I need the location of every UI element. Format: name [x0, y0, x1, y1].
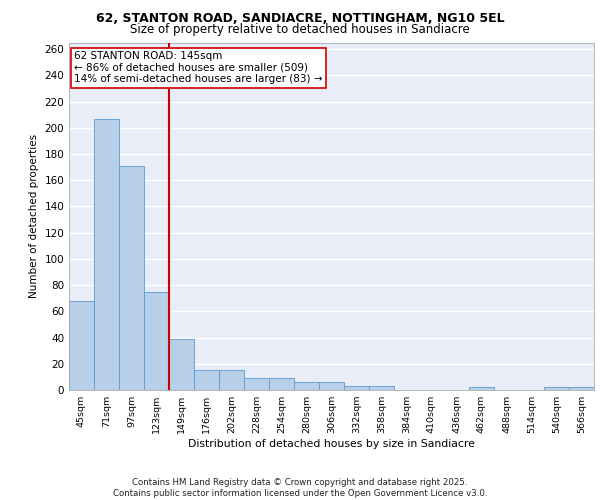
Bar	[469, 388, 494, 390]
Bar	[119, 166, 144, 390]
Bar	[269, 378, 294, 390]
Text: 62 STANTON ROAD: 145sqm
← 86% of detached houses are smaller (509)
14% of semi-d: 62 STANTON ROAD: 145sqm ← 86% of detache…	[74, 51, 323, 84]
Bar	[169, 339, 194, 390]
Bar	[319, 382, 344, 390]
Text: Size of property relative to detached houses in Sandiacre: Size of property relative to detached ho…	[130, 22, 470, 36]
Bar	[194, 370, 219, 390]
Bar	[94, 118, 119, 390]
Bar	[244, 378, 269, 390]
Bar	[344, 386, 369, 390]
Text: 62, STANTON ROAD, SANDIACRE, NOTTINGHAM, NG10 5EL: 62, STANTON ROAD, SANDIACRE, NOTTINGHAM,…	[95, 12, 505, 26]
Bar	[544, 388, 569, 390]
Bar	[69, 301, 94, 390]
Bar	[294, 382, 319, 390]
Text: Contains HM Land Registry data © Crown copyright and database right 2025.
Contai: Contains HM Land Registry data © Crown c…	[113, 478, 487, 498]
Bar	[144, 292, 169, 390]
Bar	[219, 370, 244, 390]
Bar	[369, 386, 394, 390]
Bar	[569, 388, 594, 390]
Y-axis label: Number of detached properties: Number of detached properties	[29, 134, 39, 298]
X-axis label: Distribution of detached houses by size in Sandiacre: Distribution of detached houses by size …	[188, 439, 475, 449]
